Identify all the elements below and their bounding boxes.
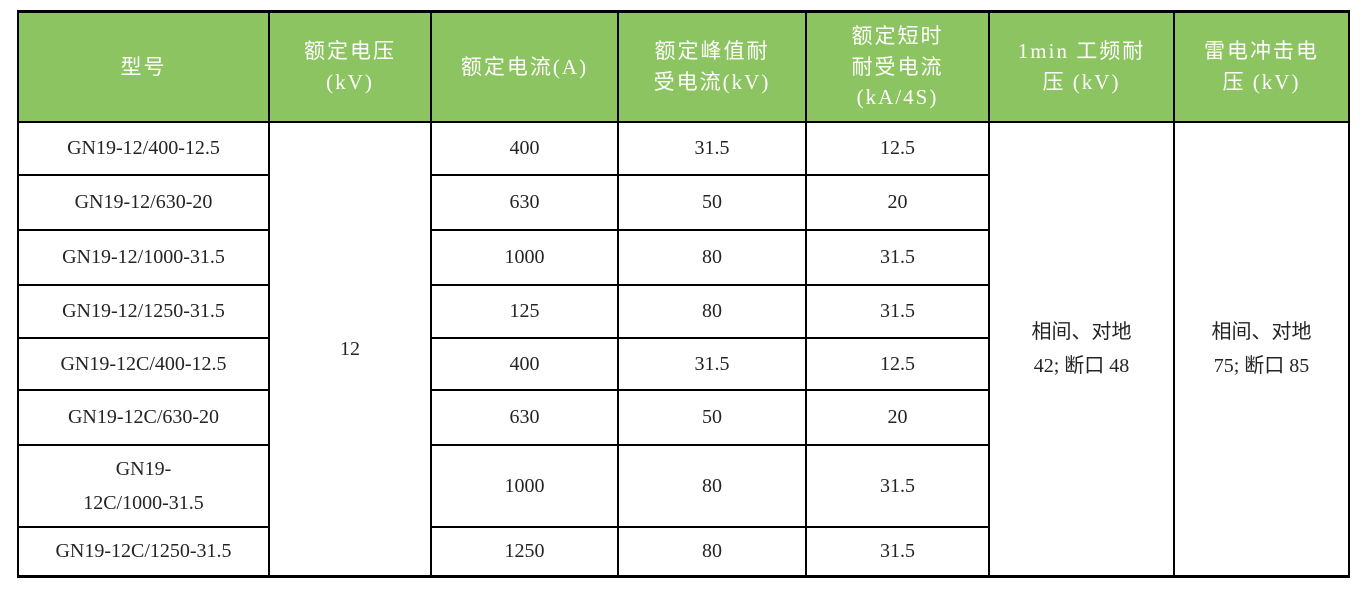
table-row: GN19-12C/1250-31.5 1250 80 31.5 (17, 525, 1349, 578)
model-cell: GN19-12/1250-31.5 (17, 283, 270, 339)
short-time-current-cell: 20 (805, 173, 990, 231)
model-cell: GN19- 12C/1000-31.5 (17, 443, 270, 528)
short-time-current-cell: 31.5 (805, 525, 990, 578)
lightning-impulse-cell: 相间、对地 75; 断口 85 (1173, 120, 1350, 578)
peak-current-cell: 31.5 (617, 336, 807, 391)
switch-specs-table: 型号 额定电压 (kV) 额定电流(A) 额定峰值耐 受电流(kV) 额定短时 … (17, 10, 1350, 578)
header-row: 型号 额定电压 (kV) 额定电流(A) 额定峰值耐 受电流(kV) 额定短时 … (17, 10, 1350, 123)
current-cell: 1000 (430, 228, 619, 286)
table-row: GN19-12/630-20 630 50 20 (17, 173, 1349, 231)
short-time-current-cell: 31.5 (805, 283, 990, 339)
short-time-current-cell: 31.5 (805, 443, 990, 528)
table-row: GN19-12/1000-31.5 1000 80 31.5 (17, 228, 1349, 286)
header-peak-withstand-current: 额定峰值耐 受电流(kV) (617, 10, 807, 123)
current-cell: 400 (430, 120, 619, 176)
header-rated-voltage: 额定电压 (kV) (268, 10, 432, 123)
rated-voltage-cell: 12 (268, 120, 432, 578)
short-time-current-cell: 20 (805, 388, 990, 446)
current-cell: 125 (430, 283, 619, 339)
header-power-frequency-withstand-voltage: 1min 工频耐 压 (kV) (988, 10, 1175, 123)
header-rated-current: 额定电流(A) (430, 10, 619, 123)
peak-current-cell: 80 (617, 525, 807, 578)
power-frequency-cell: 相间、对地 42; 断口 48 (988, 120, 1175, 578)
table-row: GN19-12/400-12.5 12 400 31.5 12.5 相间、对地 … (17, 120, 1350, 578)
model-cell: GN19-12/1000-31.5 (17, 228, 270, 286)
header-model: 型号 (17, 10, 270, 123)
table-row: GN19-12/1250-31.5 125 80 31.5 (17, 283, 1349, 339)
peak-current-cell: 50 (617, 173, 807, 231)
short-time-current-cell: 31.5 (805, 228, 990, 286)
table-row: GN19- 12C/1000-31.5 1000 80 31.5 (17, 443, 1349, 528)
header-lightning-impulse-voltage: 雷电冲击电 压 (kV) (1173, 10, 1350, 123)
current-cell: 630 (430, 388, 619, 446)
header-short-time-withstand-current: 额定短时 耐受电流 (kA/4S) (805, 10, 990, 123)
model-cell: GN19-12/400-12.5 (17, 120, 270, 176)
model-cell: GN19-12C/630-20 (17, 388, 270, 446)
current-cell: 1000 (430, 443, 619, 528)
short-time-current-cell: 12.5 (805, 336, 990, 391)
current-cell: 400 (430, 336, 619, 391)
table-row: GN19-12C/630-20 630 50 20 (17, 388, 1349, 446)
current-cell: 630 (430, 173, 619, 231)
peak-current-cell: 80 (617, 443, 807, 528)
model-cell: GN19-12C/400-12.5 (17, 336, 270, 391)
table-row: GN19-12C/400-12.5 400 31.5 12.5 (17, 336, 1349, 391)
short-time-current-cell: 12.5 (805, 120, 990, 176)
peak-current-cell: 50 (617, 388, 807, 446)
peak-current-cell: 31.5 (617, 120, 807, 176)
peak-current-cell: 80 (617, 283, 807, 339)
model-cell: GN19-12/630-20 (17, 173, 270, 231)
current-cell: 1250 (430, 525, 619, 578)
peak-current-cell: 80 (617, 228, 807, 286)
model-cell: GN19-12C/1250-31.5 (17, 525, 270, 578)
